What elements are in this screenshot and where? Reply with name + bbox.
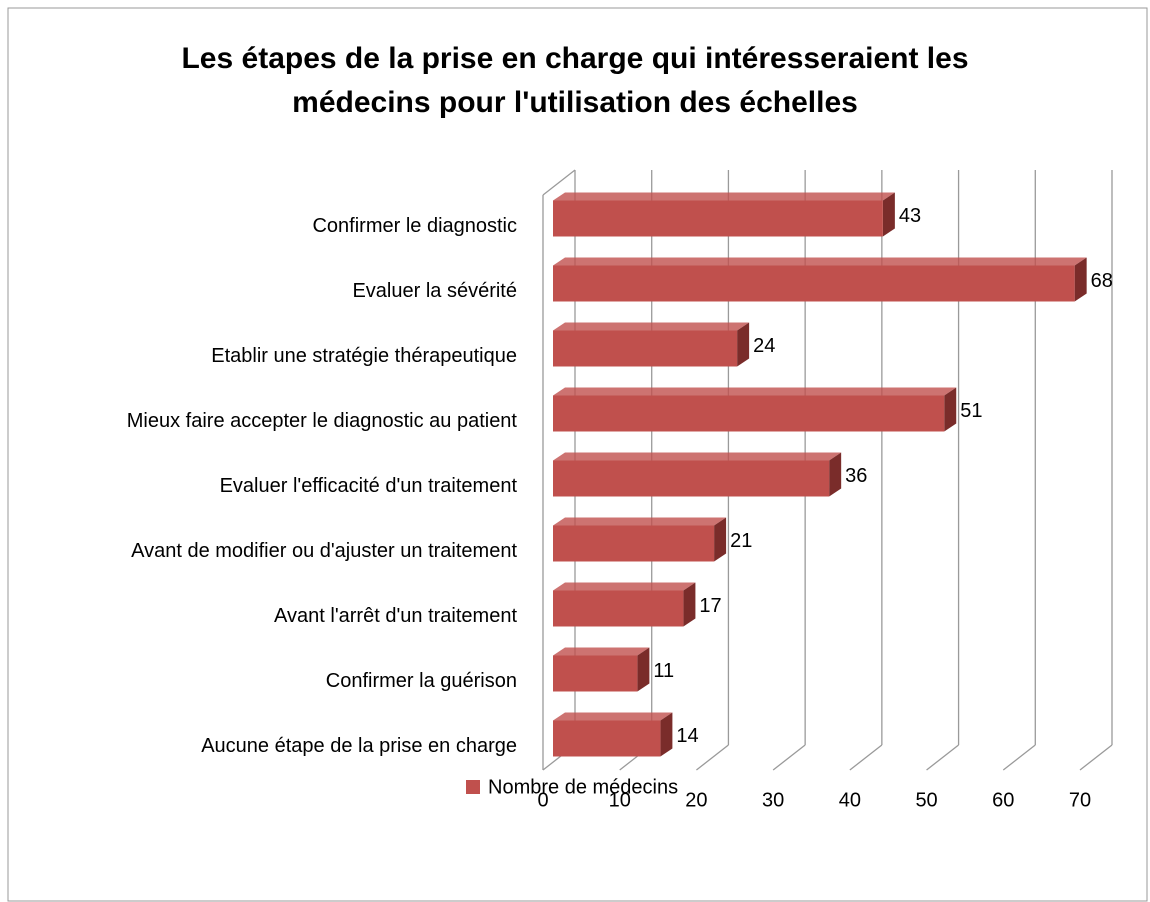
bar [553,322,750,367]
bar-top [553,647,650,656]
x-tick-label: 70 [1069,789,1091,811]
bar-top [553,712,673,721]
grid-line [772,744,806,771]
bar-front [553,200,883,237]
x-tick-label: 30 [762,789,784,811]
bar-side [683,582,696,627]
value-label: 17 [699,595,721,617]
bar [553,647,650,692]
bar-front [553,265,1075,302]
bar-side [829,452,842,497]
bar-top [553,192,895,201]
bar-side [714,517,727,562]
x-tick-label: 40 [839,789,861,811]
bar-top [553,322,750,331]
value-label: 14 [676,725,698,747]
bar-side [882,192,895,237]
grid-line [1079,744,1113,771]
grid-line [1002,744,1036,771]
bar-side [660,712,673,757]
y-tick-label: Avant de modifier ou d'ajuster un traite… [131,540,517,562]
grid-line [926,744,959,771]
bar [553,452,842,497]
bar-top [553,582,696,591]
grid-line [696,744,729,771]
y-tick-label: Mieux faire accepter le diagnostic au pa… [127,410,518,432]
x-tick-label: 0 [537,789,548,811]
bar-front [553,460,830,497]
bar-front [553,720,661,757]
bar-top [553,257,1087,266]
value-label: 36 [845,465,867,487]
value-label: 21 [730,530,752,552]
bar [553,712,673,757]
value-label: 43 [899,205,921,227]
x-tick-label: 60 [992,789,1014,811]
bar-top [553,517,727,526]
x-tick-label: 10 [609,789,631,811]
bar-front [553,330,738,367]
legend-label: Nombre de médecins [488,776,678,798]
bar-side [737,322,750,367]
y-tick-label: Evaluer l'efficacité d'un traitement [220,475,518,497]
value-label: 24 [753,335,775,357]
bar-front [553,395,945,432]
bar [553,517,727,562]
bar-top [553,452,842,461]
y-tick-label: Confirmer la guérison [326,670,517,692]
bar [553,257,1087,302]
bar-side [944,387,957,432]
bar [553,387,957,432]
legend-swatch [466,780,480,794]
bar [553,192,895,237]
y-tick-label: Aucune étape de la prise en charge [201,735,517,757]
chart-title: Les étapes de la prise en charge qui int… [181,42,968,75]
y-tick-label: Avant l'arrêt d'un traitement [274,605,517,627]
bar-front [553,525,715,562]
wall-line [542,169,576,196]
y-tick-label: Confirmer le diagnostic [312,215,517,237]
bar-side [1074,257,1087,302]
value-label: 51 [960,400,982,422]
y-tick-label: Etablir une stratégie thérapeutique [211,345,517,367]
chart-title: médecins pour l'utilisation des échelles [292,86,858,119]
value-label: 11 [653,660,674,682]
bar-front [553,655,638,692]
grid-line [849,744,883,771]
value-label: 68 [1091,270,1113,292]
x-tick-label: 20 [685,789,707,811]
bar-side [637,647,650,692]
bar [553,582,696,627]
y-tick-label: Evaluer la sévérité [352,280,517,302]
x-tick-label: 50 [915,789,937,811]
bar-top [553,387,957,396]
bar-front [553,590,684,627]
